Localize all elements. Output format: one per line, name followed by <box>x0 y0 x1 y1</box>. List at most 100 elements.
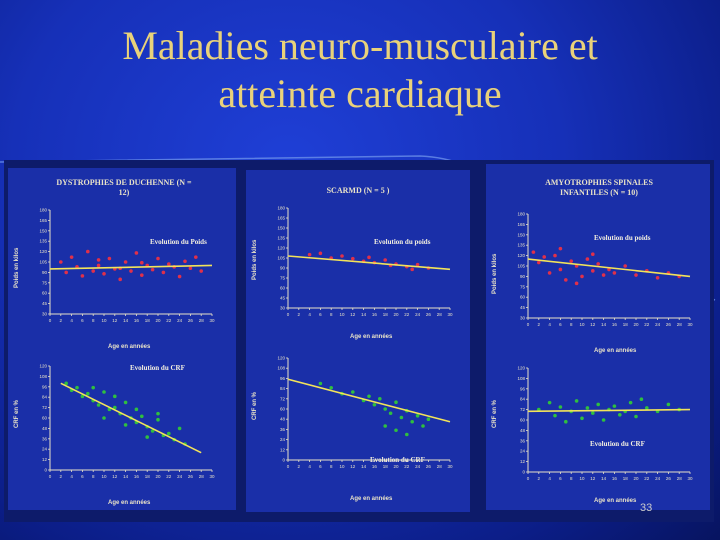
data-point <box>86 249 90 254</box>
chart-amyotrophies-weight: 0 2 4 6 8 10 12 14 16 18 20 22 24 26 28 303045607590105… <box>517 212 693 328</box>
y-tick-label: 30 <box>42 312 48 317</box>
x-tick-label: 12 <box>112 474 118 479</box>
y-tick-label: 60 <box>280 286 286 291</box>
x-tick-label: 30 <box>209 318 215 323</box>
data-point <box>426 417 431 421</box>
data-point <box>574 281 579 286</box>
x-tick-label: 28 <box>677 322 683 327</box>
x-tick-label: 4 <box>308 312 311 317</box>
x-tick-label: 20 <box>155 474 161 479</box>
y-tick-label: 165 <box>277 216 285 221</box>
data-point <box>96 263 101 268</box>
x-tick-label: 18 <box>623 476 629 481</box>
data-point <box>156 256 160 261</box>
y-tick-label: 108 <box>277 366 285 371</box>
data-point <box>388 411 393 416</box>
data-point <box>558 405 563 409</box>
x-tick-label: 22 <box>644 322 650 327</box>
x-tick-label: 10 <box>579 476 585 481</box>
x-tick-label: 0 <box>287 464 290 469</box>
y-tick-label: 90 <box>280 266 286 271</box>
data-point <box>415 262 420 267</box>
x-tick-label: 24 <box>655 476 661 481</box>
data-point <box>655 275 660 280</box>
x-tick-label: 14 <box>123 474 129 479</box>
data-point <box>118 277 122 282</box>
y-tick-label: 150 <box>39 228 47 233</box>
x-tick-label: 24 <box>177 474 183 479</box>
x-tick-label: 28 <box>199 318 205 323</box>
y-tick-label: 12 <box>42 457 48 462</box>
data-point <box>618 413 622 417</box>
data-point <box>129 269 133 273</box>
x-axis-label: Age en années <box>108 500 151 506</box>
data-point <box>145 435 149 439</box>
data-point <box>318 381 323 386</box>
panel-scarmd: SCARMD (N = 5 ) Evolution du poids Poids… <box>246 170 470 512</box>
x-tick-label: 8 <box>92 318 95 323</box>
panel-amyotrophies: AMYOTROPHIES SPINALES INFANTILES (N = 10… <box>486 164 710 510</box>
x-tick-label: 26 <box>426 464 432 469</box>
y-tick-label: 45 <box>280 296 286 301</box>
y-tick-label: 90 <box>520 274 526 279</box>
x-tick-label: 2 <box>298 464 301 469</box>
data-point <box>177 274 182 279</box>
data-point <box>134 407 139 412</box>
y-tick-label: 108 <box>39 374 47 379</box>
y-tick-label: 120 <box>277 356 285 361</box>
slide-title-line2: atteinte cardiaque <box>218 71 502 116</box>
data-point <box>580 416 584 421</box>
y-tick-label: 165 <box>517 222 525 227</box>
x-tick-label: 14 <box>361 464 367 469</box>
x-tick-label: 4 <box>548 322 551 327</box>
y-tick-label: 90 <box>42 270 48 275</box>
data-point <box>64 381 68 386</box>
y-tick-label: 0 <box>522 470 525 475</box>
x-tick-label: 18 <box>383 464 389 469</box>
x-tick-label: 12 <box>590 322 596 327</box>
y-tick-label: 105 <box>517 264 525 269</box>
data-point <box>410 267 414 272</box>
x-tick-label: 12 <box>350 464 356 469</box>
x-tick-label: 0 <box>49 474 52 479</box>
x-tick-label: 22 <box>166 318 172 323</box>
trend-line <box>287 378 451 423</box>
data-point <box>558 246 563 251</box>
y-tick-label: 30 <box>280 306 286 311</box>
y-tick-label: 180 <box>39 208 47 213</box>
data-point <box>634 414 638 419</box>
x-tick-label: 14 <box>601 322 607 327</box>
data-point <box>564 278 568 282</box>
y-tick-label: 105 <box>277 256 285 261</box>
data-point <box>140 260 144 265</box>
x-tick-label: 26 <box>426 312 432 317</box>
x-tick-label: 28 <box>677 476 683 481</box>
panel-title-amyotrophies: AMYOTROPHIES SPINALES INFANTILES (N = 10… <box>545 178 653 197</box>
x-tick-label: 16 <box>372 464 378 469</box>
x-tick-label: 26 <box>666 322 672 327</box>
x-tick-label: 30 <box>447 312 453 317</box>
y-tick-label: 72 <box>42 405 48 410</box>
x-tick-label: 22 <box>166 474 172 479</box>
data-point <box>102 416 106 420</box>
panel-title-duchenne: DYSTROPHIES DE DUCHENNE (N = 12) <box>56 178 192 197</box>
x-tick-label: 30 <box>209 474 215 479</box>
y-tick-label: 45 <box>520 305 526 310</box>
y-tick-label: 135 <box>277 236 285 241</box>
x-axis-label: Age en années <box>594 498 637 504</box>
y-tick-label: 0 <box>44 468 47 473</box>
x-tick-label: 2 <box>538 476 541 481</box>
x-tick-label: 10 <box>101 318 107 323</box>
data-point <box>537 260 541 265</box>
x-tick-label: 24 <box>177 318 183 323</box>
y-tick-label: 84 <box>42 395 48 400</box>
data-point <box>383 424 387 428</box>
y-tick-label: 60 <box>520 418 526 423</box>
x-tick-label: 20 <box>633 476 639 481</box>
y-tick-label: 84 <box>280 386 286 391</box>
x-tick-label: 26 <box>188 474 194 479</box>
data-point <box>634 273 638 277</box>
data-point <box>542 255 546 259</box>
data-point <box>340 254 344 258</box>
data-point <box>372 402 377 407</box>
